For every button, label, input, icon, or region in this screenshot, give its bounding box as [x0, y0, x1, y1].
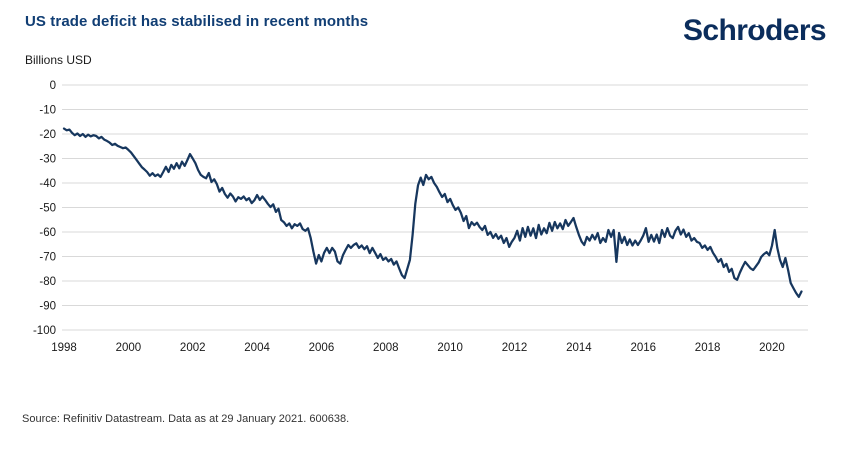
x-axis-tick-label: 2002 [180, 342, 206, 354]
schroders-logo: Schroders [682, 14, 827, 48]
logo-text-left: Schr [682, 14, 748, 47]
logo-text-right: ders [765, 14, 827, 47]
y-axis-tick-label: -80 [39, 276, 56, 288]
y-axis-tick-label: -10 [39, 105, 56, 117]
x-axis-tick-label: 2016 [630, 342, 656, 354]
x-axis-tick-label: 2010 [437, 342, 463, 354]
y-axis-tick-label: -60 [39, 227, 56, 239]
x-axis-tick-label: 2014 [566, 342, 592, 354]
chart-title: US trade deficit has stabilised in recen… [25, 13, 369, 30]
x-axis-tick-label: 2006 [309, 342, 335, 354]
x-axis-tick-label: 2020 [759, 342, 785, 354]
x-axis-tick-label: 2008 [373, 342, 399, 354]
y-axis-tick-label: 0 [50, 80, 56, 92]
logo-slit-o: o [747, 14, 766, 47]
x-axis-tick-label: 2018 [695, 342, 721, 354]
trade-deficit-line [62, 127, 803, 299]
y-axis-tick-label: -20 [39, 129, 56, 141]
x-axis-tick-label: 1998 [51, 342, 77, 354]
y-axis-tick-label: -30 [39, 154, 56, 166]
y-axis-tick-label: -40 [39, 178, 56, 190]
source-note: Source: Refinitiv Datastream. Data as at… [22, 413, 350, 425]
x-axis-tick-label: 2012 [502, 342, 528, 354]
y-axis-tick-label: -50 [39, 203, 56, 215]
y-axis-tick-label: -100 [33, 325, 56, 337]
y-axis-unit-label: Billions USD [25, 53, 92, 67]
x-axis-tick-label: 2000 [116, 342, 142, 354]
x-axis-tick-label: 2004 [244, 342, 270, 354]
y-axis-tick-label: -90 [39, 301, 56, 313]
y-axis-tick-label: -70 [39, 252, 56, 264]
